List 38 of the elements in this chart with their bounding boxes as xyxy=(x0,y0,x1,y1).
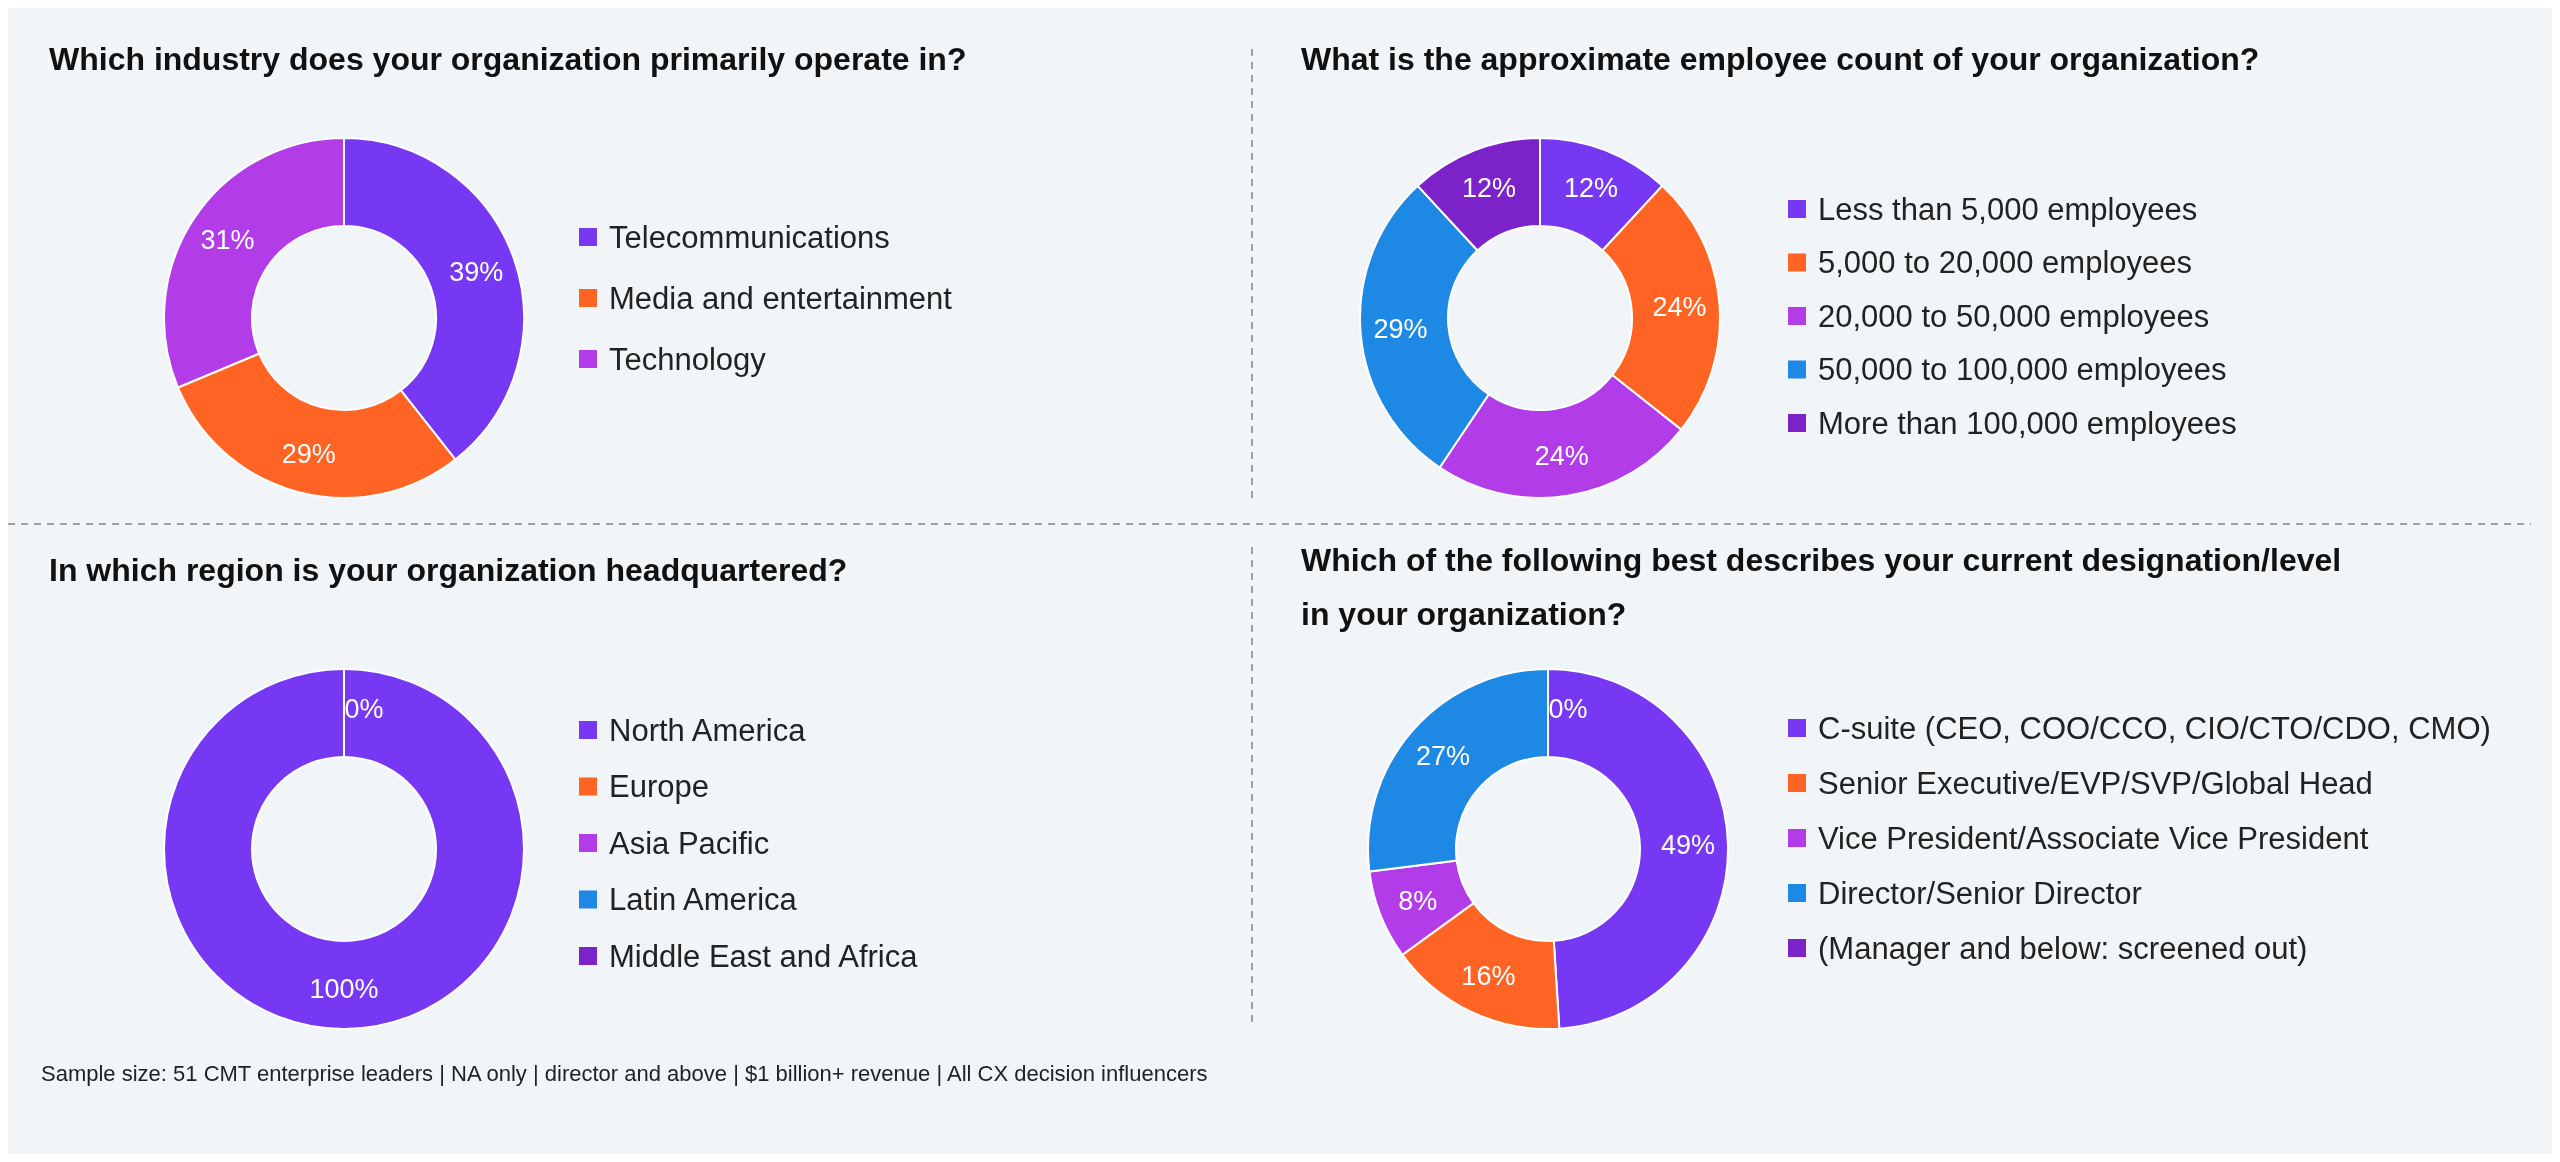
legend-label: Europe xyxy=(609,769,709,804)
text: 0% xyxy=(344,694,384,724)
data-label: 8% xyxy=(1398,885,1438,916)
chart-title: In which region is your organization headquartered? xyxy=(49,552,848,588)
data-label: 39% xyxy=(449,257,504,288)
data-label: 12% xyxy=(1461,172,1516,203)
chart-title: Which of the following best describes your current designation/level in your organization? xyxy=(1301,542,2342,632)
legend-label: Director/Senior Director xyxy=(1818,875,2142,911)
data-label: 12% xyxy=(1564,172,1619,203)
chart-title: Which industry does your organization primarily operate in? xyxy=(49,41,967,77)
data-label: 24% xyxy=(1534,441,1589,472)
legend-label: C-suite (CEO, COO/CCO, CIO/CTO/CDO, CMO) xyxy=(1818,710,2491,746)
legend-label: More than 100,000 employees xyxy=(1818,405,2237,441)
legend-label: 5,000 to 20,000 employees xyxy=(1818,245,2192,280)
legend-label: 50,000 to 100,000 employees xyxy=(1818,352,2227,387)
chart-title: What is the approximate employee count of your organization? xyxy=(1301,41,2260,77)
legend-label: North America xyxy=(609,712,807,748)
text: 0% xyxy=(1548,694,1588,724)
legend-label: Senior Executive/EVP/SVP/Global Head xyxy=(1818,765,2373,801)
data-label: 100% xyxy=(309,974,379,1004)
legend-label: Telecommunications xyxy=(609,219,890,255)
legend-label: Technology xyxy=(609,341,767,377)
legend-label: Middle East and Africa xyxy=(609,938,919,974)
data-label: 29% xyxy=(281,438,336,469)
legend-label: Asia Pacific xyxy=(609,825,770,861)
data-label: 24% xyxy=(1652,292,1707,323)
text: Sample size: 51 CMT enterprise leaders | NA only | director and above | $1 billion+ revenue | All CX decision influencers xyxy=(41,1061,1208,1086)
data-label: 27% xyxy=(1415,741,1471,772)
legend-label: 20,000 to 50,000 employees xyxy=(1818,298,2210,334)
legend-label: Vice President/Associate Vice President xyxy=(1818,820,2369,856)
data-label: 16% xyxy=(1461,960,1516,991)
data-label: 49% xyxy=(1660,829,1715,860)
legend-label: (Manager and below: screened out) xyxy=(1818,930,2308,966)
legend-label: Latin America xyxy=(609,882,798,917)
data-label: 29% xyxy=(1373,313,1428,344)
legend-label: Less than 5,000 employees xyxy=(1818,191,2198,227)
legend-label: Media and entertainment xyxy=(609,280,953,316)
data-label: 31% xyxy=(200,225,255,256)
